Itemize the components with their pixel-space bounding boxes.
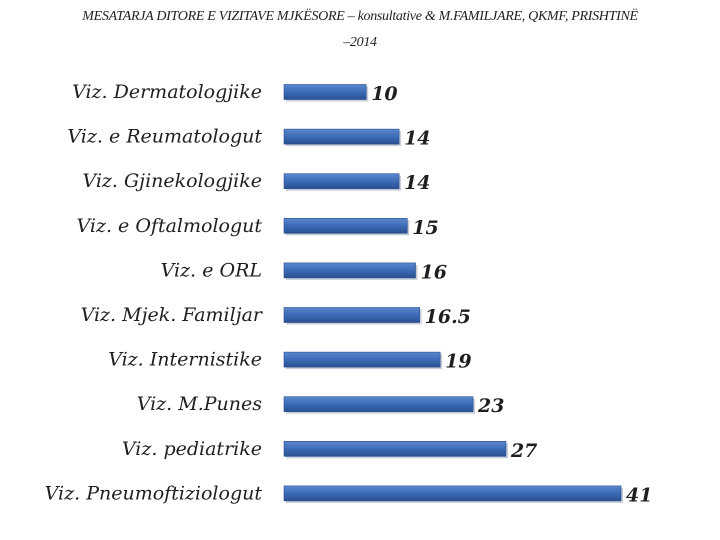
category-label: Viz. Gjinekologjike [82,170,262,192]
bar [283,218,408,234]
bar [283,128,400,145]
chart-title-line-1: MESATARJA DITORE E VIZITAVE MJKËSORE – k… [82,9,638,24]
bar [283,84,367,100]
category-label: Viz. Internistike [108,349,262,371]
bar [283,440,507,457]
bar [283,351,441,368]
category-label: Viz. M.Punes [137,393,263,415]
bar [283,485,622,502]
data-label: 27 [510,440,537,462]
category-label: Viz. Mjek. Familjar [81,304,264,326]
category-label: Viz. Dermatologjike [72,81,262,103]
data-label: 41 [626,484,652,506]
category-label: Viz. e Oftalmologut [77,215,263,237]
bar [283,396,474,413]
data-label: 19 [445,351,471,373]
category-label: Viz. e Reumatologut [67,126,262,148]
bar [283,307,420,323]
data-label: 14 [404,172,430,194]
data-label: 23 [477,395,504,417]
category-label: Viz. pediatrike [122,438,262,460]
bar [283,262,416,279]
category-label: Viz. e ORL [161,259,262,281]
chart-title: MESATARJA DITORE E VIZITAVE MJKËSORE – k… [0,4,720,56]
plot-area: Viz. Dermatologjike 10 Viz. e Reumatologut… [45,81,653,506]
data-label: 15 [412,217,438,239]
data-label: 14 [404,128,430,150]
data-label: 16.5 [425,306,471,328]
chart-title-line-2: –2014 [343,35,377,50]
data-label: 10 [371,83,397,105]
data-label: 16 [421,261,447,283]
category-label: Viz. Pneumoftiziologut [45,482,263,504]
bar [283,173,400,189]
